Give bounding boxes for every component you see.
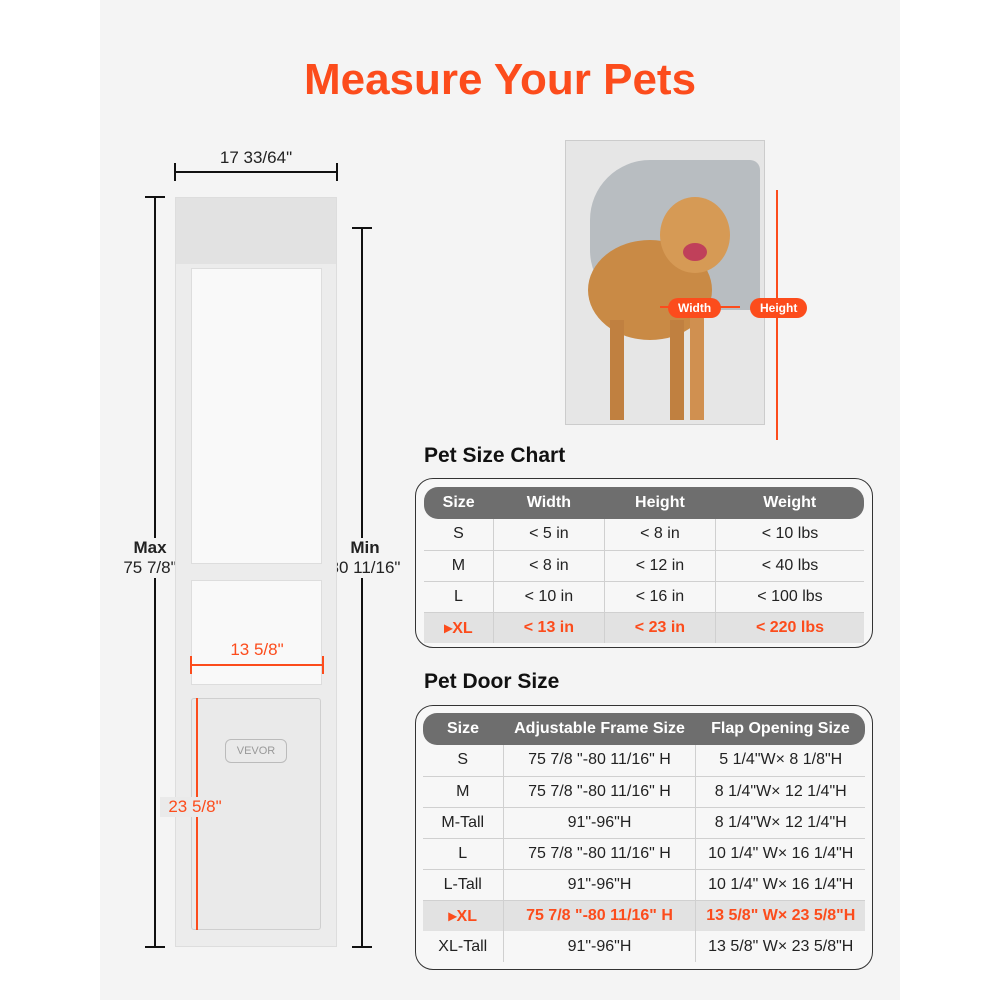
table-cell: < 100 lbs [714,581,864,613]
col-header: Width [493,487,605,519]
table-cell: < 40 lbs [714,550,864,582]
table-cell: 8 1/4"W× 12 1/4"H [695,776,865,808]
table-cell: L-Tall [423,869,503,901]
table-cell: 13 5/8" W× 23 5/8"H [695,900,865,931]
flap-width-label: 13 5/8" [230,640,284,659]
table-cell: M [424,550,494,582]
table-cell: XL-Tall [438,937,488,955]
col-header: Height [604,487,716,519]
table-row: L-Tall 91"-96"H 10 1/4" W× 16 1/4"H [423,869,865,901]
table-cell: 75 7/8 "-80 11/16" H [502,776,696,808]
min-label: Min [350,538,380,557]
col-header: Adjustable Frame Size [503,713,696,745]
pet-size-table: Size Width Height Weight S < 5 in < 8 in < 10 … [415,478,873,648]
table-row: ▸XL 75 7/8 "-80 11/16" H 13 5/8" W× 23 5/8… [423,900,865,931]
col-header: Flap Opening Size [695,713,865,745]
pet-door-table: Size Adjustable Frame Size Flap Opening Si… [415,705,873,970]
table-cell: 10 1/4" W× 16 1/4"H [695,869,865,901]
table-cell: S [423,745,503,777]
height-tag: Height [750,298,808,318]
table-cell: < 220 lbs [714,612,864,643]
table-cell: 91"-96"H [502,931,696,962]
table-cell: 75 7/8 "-80 11/16" H [502,745,696,777]
table-cell: ▸XL [424,612,494,643]
table-cell: < 12 in [603,550,716,582]
col-header: Size [424,487,494,519]
table-row: M-Tall 91"-96"H 8 1/4"W× 12 1/4"H [423,807,865,839]
table-cell: S [424,519,494,551]
table-cell: 10 1/4" W× 16 1/4"H [695,838,865,870]
table-cell: < 5 in [492,519,605,551]
max-label: Max [133,538,167,557]
width-label: 17 33/64" [219,148,293,167]
table-cell: M [423,776,503,808]
table-cell: < 10 in [492,581,605,613]
pet-size-chart-title: Pet Size Chart [424,444,566,467]
table-cell: L [424,581,494,613]
brand-logo: VEVOR [225,739,287,763]
max-value: 75 7/8" [123,558,177,577]
pet-door-size-title: Pet Door Size [424,670,560,693]
table-cell: L [423,838,503,870]
table-row: M < 8 in < 12 in < 40 lbs [424,550,864,582]
table-cell: M-Tall [423,807,503,839]
table-cell: < 8 in [492,550,605,582]
page-title: Measure Your Pets [303,55,697,104]
table-cell: < 16 in [603,581,716,613]
table-cell: < 23 in [603,612,716,643]
table-row: S < 5 in < 8 in < 10 lbs [424,519,864,551]
table-cell: 8 1/4"W× 12 1/4"H [695,807,865,839]
table-cell: 75 7/8 "-80 11/16" H [502,900,696,931]
table-row: L 75 7/8 "-80 11/16" H 10 1/4" W× 16 1/4"H [423,838,865,870]
flap-height-label: 23 5/8" [160,797,230,817]
table-row: L < 10 in < 16 in < 100 lbs [424,581,864,613]
table-cell: 91"-96"H [502,869,696,901]
table-cell: 13 5/8" W× 23 5/8"H [695,931,865,962]
col-header: Size [423,713,503,745]
width-tag: Width [668,298,722,318]
table-cell: < 13 in [492,612,605,643]
table-cell: < 8 in [603,519,716,551]
table-row-highlighted: ▸XL < 13 in < 23 in < 220 lbs [424,612,864,643]
table-cell: 75 7/8 "-80 11/16" H [502,838,696,870]
table-cell: 5 1/4"W× 8 1/8"H [695,745,865,777]
col-header: Weight [715,487,864,519]
table-cell: 91"-96"H [502,807,696,839]
table-row: XL-Tall 91"-96"H 13 5/8" W× 23 5/8"H [423,931,865,962]
table-cell: < 10 lbs [714,519,864,551]
table-cell: ▸XL [423,900,503,931]
min-value: 80 11/16" [329,558,401,577]
